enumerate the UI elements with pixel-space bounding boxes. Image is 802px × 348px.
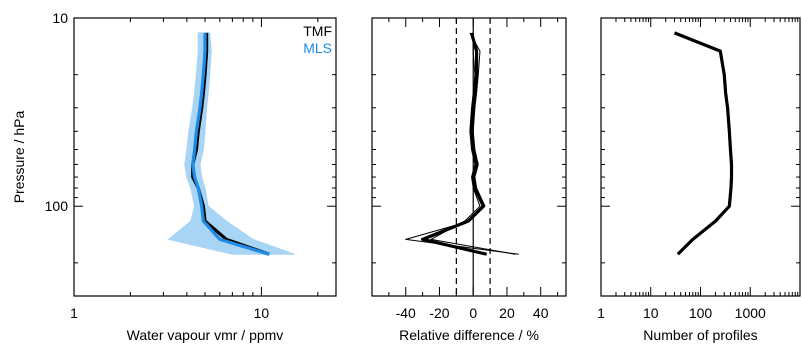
x-tick-label: 0 — [469, 305, 477, 321]
x-tick-label: 40 — [533, 305, 549, 321]
x-tick-label: 1000 — [735, 305, 766, 321]
plot-frame — [600, 17, 801, 297]
plot-frame — [371, 17, 567, 297]
series-line — [191, 32, 270, 256]
x-tick-label: -40 — [396, 305, 416, 321]
legend-entry: TMF — [303, 23, 332, 39]
x-tick-label: -20 — [429, 305, 449, 321]
x-tick-label: 1 — [70, 305, 78, 321]
legend-entry: MLS — [303, 40, 332, 56]
series-line — [421, 32, 488, 256]
series-line — [673, 31, 734, 256]
range-band — [167, 32, 295, 255]
x-axis-label: Water vapour vmr / ppmv — [127, 327, 284, 343]
x-tick-label: 1 — [597, 305, 605, 321]
x-tick-label: 10 — [643, 305, 659, 321]
series-line — [405, 32, 519, 255]
y-axis-label: Pressure / hPa — [11, 110, 27, 203]
series-line — [430, 32, 516, 255]
x-tick-label: 100 — [689, 305, 713, 321]
x-tick-label: 20 — [499, 305, 515, 321]
y-tick-label: 100 — [45, 198, 69, 214]
x-axis-label: Number of profiles — [643, 327, 757, 343]
x-tick-label: 10 — [254, 305, 270, 321]
y-tick-label: 10 — [52, 10, 68, 26]
x-axis-label: Relative difference / % — [399, 327, 539, 343]
